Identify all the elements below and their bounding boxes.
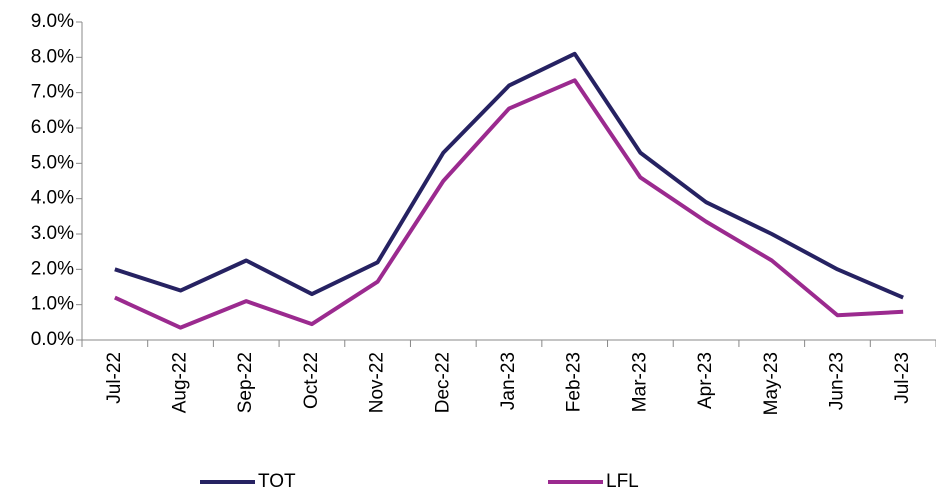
y-tick-label: 3.0% [31, 223, 74, 244]
x-tick-label: Feb-23 [564, 352, 585, 412]
y-tick-label: 6.0% [31, 117, 74, 138]
y-tick-label: 2.0% [31, 258, 74, 279]
y-tick-label: 0.0% [31, 329, 74, 350]
y-tick-label: 1.0% [31, 294, 74, 315]
x-tick-label: Aug-22 [170, 352, 191, 413]
x-tick-label: Jul-23 [892, 352, 913, 404]
series-line [114, 51, 904, 300]
x-tick-label: Sep-22 [235, 352, 256, 413]
x-tick-label: Oct-22 [301, 352, 322, 409]
x-tick-label: Jul-22 [104, 352, 125, 404]
x-tick-label: Apr-23 [695, 352, 716, 409]
x-tick-label: Mar-23 [629, 352, 650, 412]
x-tick-label: Dec-22 [432, 352, 453, 413]
x-tick-label: Jan-23 [498, 352, 519, 410]
y-tick-label: 8.0% [31, 46, 74, 67]
series-line [114, 78, 904, 330]
legend-label: LFL [606, 471, 639, 492]
x-tick-label: May-23 [761, 352, 782, 415]
x-tick-label: Jun-23 [826, 352, 847, 410]
y-tick-label: 9.0% [31, 11, 74, 32]
y-tick-label: 4.0% [31, 188, 74, 209]
y-tick-label: 7.0% [31, 82, 74, 103]
x-tick-label: Nov-22 [367, 352, 388, 413]
y-tick-label: 5.0% [31, 152, 74, 173]
legend-label: TOT [258, 471, 296, 492]
